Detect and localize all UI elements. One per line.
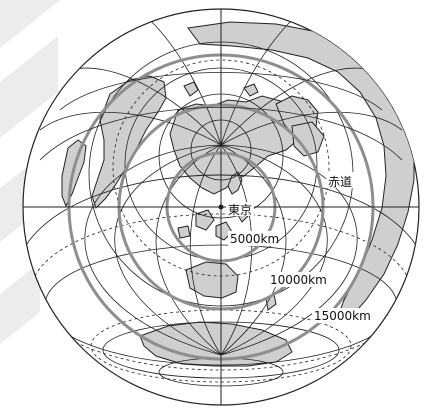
distance-label-15000km: 15000km (314, 309, 371, 323)
distance-label-10000km: 10000km (270, 273, 327, 287)
equator-label: 赤道 (328, 175, 352, 189)
map-labels: 東京 赤道 5000km 10000km 15000km (226, 172, 371, 323)
tokyo-label: 東京 (228, 203, 252, 217)
distance-label-5000km: 5000km (230, 232, 279, 246)
tokyo-center-point (218, 204, 224, 210)
landmasses (61, 21, 415, 367)
